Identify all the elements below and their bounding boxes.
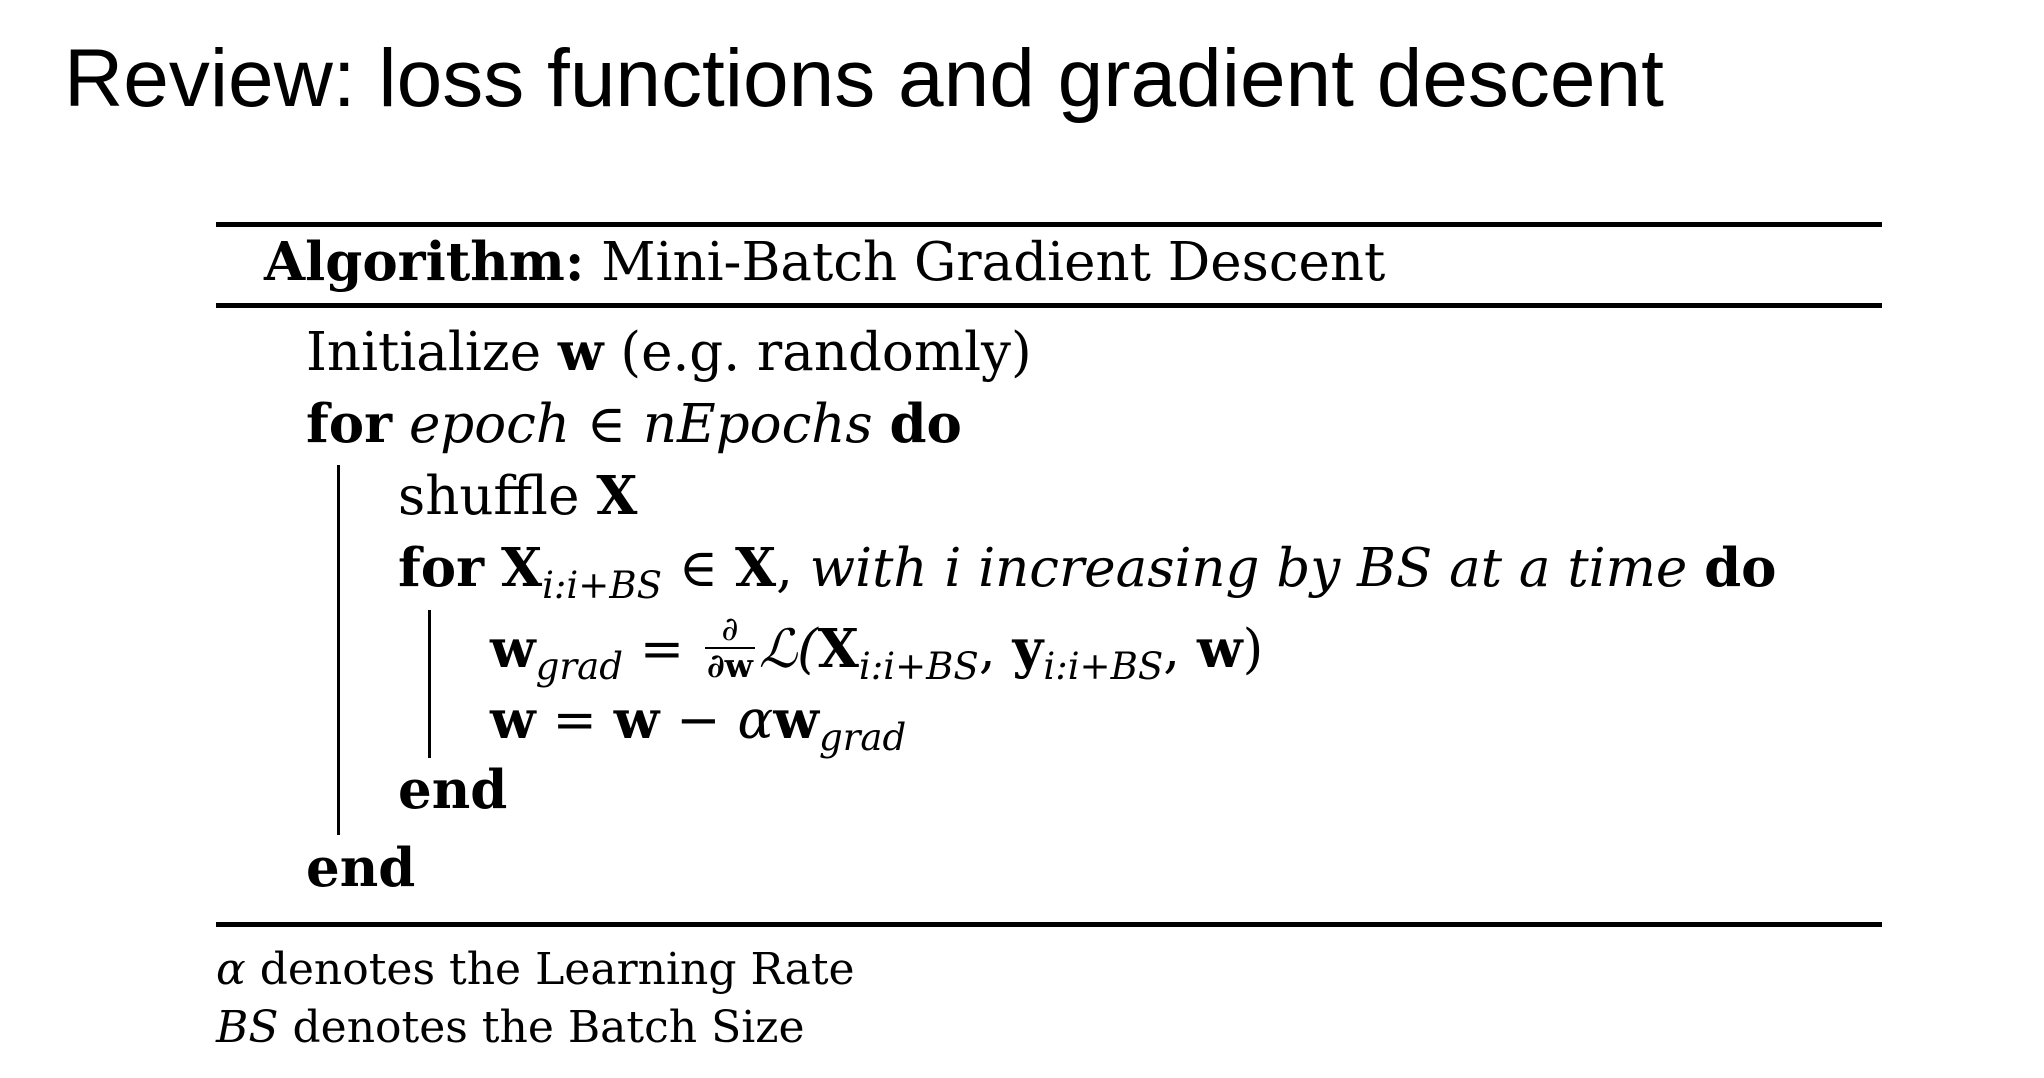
loss-sep-2: , xyxy=(1163,619,1197,680)
algorithm-header-rule xyxy=(216,303,1882,308)
loss-x-arg: X xyxy=(817,618,859,680)
outer-iter-var: epoch xyxy=(408,394,570,455)
update-lhs-var: w xyxy=(490,689,536,751)
update-alpha: α xyxy=(737,690,774,751)
init-line: Initialize w (e.g. randomly) xyxy=(306,326,1032,380)
inner-loop-bar xyxy=(428,610,431,758)
update-w: w xyxy=(613,689,660,751)
loss-x-sub: i:i+BS xyxy=(858,644,979,688)
note-bs-symbol: BS xyxy=(216,1002,279,1053)
inner-comma: , xyxy=(776,538,793,599)
grad-equals: = xyxy=(639,619,685,680)
outer-do-keyword: do xyxy=(889,393,962,455)
update-w-grad: w xyxy=(773,689,819,751)
loss-w-arg: w xyxy=(1196,618,1243,680)
algorithm-bottom-rule xyxy=(216,922,1882,927)
inner-set: X xyxy=(734,537,777,599)
inner-batch-var: X xyxy=(500,537,543,599)
outer-for-keyword: for xyxy=(306,393,393,455)
grad-lhs-sub: grad xyxy=(535,644,623,688)
loss-y-sub: i:i+BS xyxy=(1043,644,1164,688)
update-equals: = xyxy=(552,690,597,751)
fraction-numerator: ∂ xyxy=(721,609,739,648)
inner-loop-line: for Xi:i+BS ∈ X, with i increasing by BS… xyxy=(398,542,1776,604)
algorithm-heading: Algorithm: Mini-Batch Gradient Descent xyxy=(264,236,1385,290)
algorithm-heading-label: Algorithm: xyxy=(264,231,585,293)
shuffle-var: X xyxy=(596,465,638,527)
algorithm-heading-name: Mini-Batch Gradient Descent xyxy=(601,232,1386,293)
loss-function: ℒ( xyxy=(758,619,818,680)
note-alpha-text: denotes the Learning Rate xyxy=(259,944,855,995)
partial-derivative-fraction: ∂ ∂w xyxy=(705,609,755,685)
loss-sep-1: , xyxy=(978,619,1013,680)
inner-description: with i increasing by BS at a time xyxy=(809,538,1688,599)
outer-loop-line: for epoch ∈ nEpochs do xyxy=(306,398,962,452)
shuffle-line: shuffle X xyxy=(398,470,637,524)
inner-for-keyword: for xyxy=(398,537,485,599)
gradient-line: wgrad = ∂ ∂w ℒ(Xi:i+BS, yi:i+BS, w) xyxy=(490,611,1264,689)
inner-do-keyword: do xyxy=(1704,537,1777,599)
init-word: Initialize xyxy=(306,322,542,383)
inner-end-keyword: end xyxy=(398,759,508,821)
note-learning-rate: α denotes the Learning Rate xyxy=(216,948,855,992)
note-bs-text: denotes the Batch Size xyxy=(292,1002,805,1053)
inner-elem-symbol: ∈ xyxy=(678,538,719,599)
grad-lhs-var: w xyxy=(490,618,536,680)
algorithm-top-rule xyxy=(216,222,1882,227)
update-line: w = w − αwgrad xyxy=(490,694,906,756)
outer-loop-bar xyxy=(337,465,340,835)
note-alpha-symbol: α xyxy=(216,944,246,995)
init-rest: (e.g. randomly) xyxy=(620,322,1032,383)
slide-title: Review: loss functions and gradient desc… xyxy=(64,33,1664,124)
outer-set: nEpochs xyxy=(642,394,873,455)
init-var: w xyxy=(557,321,604,383)
note-batch-size: BS denotes the Batch Size xyxy=(216,1006,805,1050)
inner-batch-sub: i:i+BS xyxy=(542,563,662,607)
outer-elem-symbol: ∈ xyxy=(586,394,627,455)
update-minus: − xyxy=(676,690,721,751)
shuffle-word: shuffle xyxy=(398,466,580,527)
update-w-grad-sub: grad xyxy=(818,715,907,759)
loss-close: ) xyxy=(1242,619,1264,680)
outer-end-keyword: end xyxy=(306,837,416,899)
loss-y-arg: y xyxy=(1012,618,1044,680)
fraction-denominator: ∂w xyxy=(705,645,755,685)
